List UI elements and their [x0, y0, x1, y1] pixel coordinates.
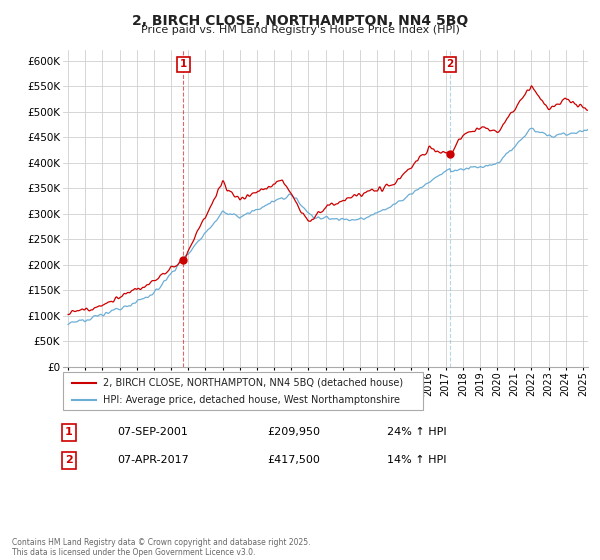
Text: 2: 2: [65, 455, 73, 465]
Text: 14% ↑ HPI: 14% ↑ HPI: [387, 455, 446, 465]
Text: 07-SEP-2001: 07-SEP-2001: [117, 427, 188, 437]
Text: 1: 1: [65, 427, 73, 437]
Text: 2, BIRCH CLOSE, NORTHAMPTON, NN4 5BQ (detached house): 2, BIRCH CLOSE, NORTHAMPTON, NN4 5BQ (de…: [103, 377, 403, 388]
Text: 2: 2: [446, 59, 454, 69]
Text: HPI: Average price, detached house, West Northamptonshire: HPI: Average price, detached house, West…: [103, 395, 400, 405]
Text: 07-APR-2017: 07-APR-2017: [117, 455, 189, 465]
Text: Price paid vs. HM Land Registry's House Price Index (HPI): Price paid vs. HM Land Registry's House …: [140, 25, 460, 35]
Text: 1: 1: [180, 59, 187, 69]
Text: £209,950: £209,950: [267, 427, 320, 437]
Text: £417,500: £417,500: [267, 455, 320, 465]
Text: Contains HM Land Registry data © Crown copyright and database right 2025.
This d: Contains HM Land Registry data © Crown c…: [12, 538, 311, 557]
Text: 24% ↑ HPI: 24% ↑ HPI: [387, 427, 446, 437]
Text: 2, BIRCH CLOSE, NORTHAMPTON, NN4 5BQ: 2, BIRCH CLOSE, NORTHAMPTON, NN4 5BQ: [132, 14, 468, 28]
